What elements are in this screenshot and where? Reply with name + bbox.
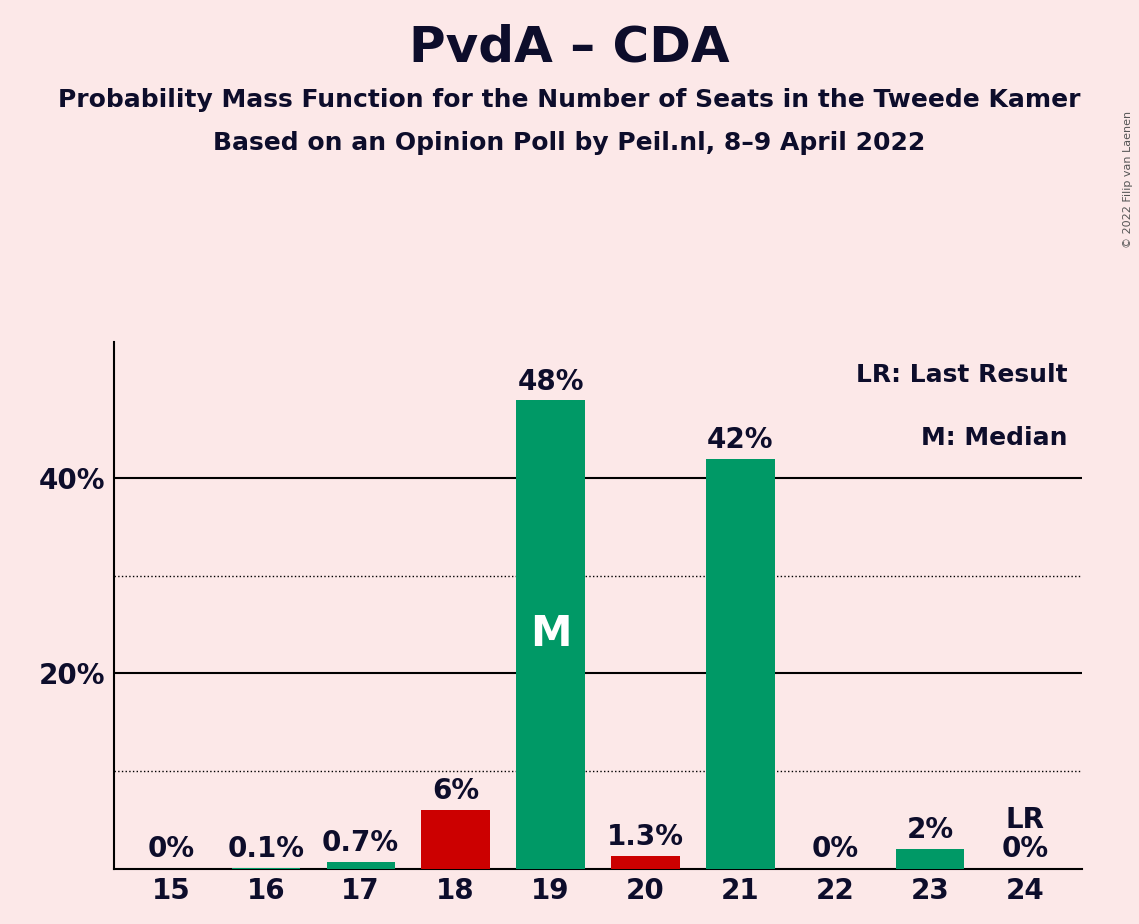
Text: LR: Last Result: LR: Last Result (855, 363, 1067, 387)
Text: PvdA – CDA: PvdA – CDA (409, 23, 730, 71)
Text: 6%: 6% (432, 777, 480, 805)
Text: Probability Mass Function for the Number of Seats in the Tweede Kamer: Probability Mass Function for the Number… (58, 88, 1081, 112)
Text: 0.1%: 0.1% (228, 834, 304, 863)
Text: 0%: 0% (1001, 834, 1049, 863)
Bar (706, 459, 775, 869)
Bar (896, 849, 965, 869)
Text: 0%: 0% (147, 834, 195, 863)
Text: 42%: 42% (707, 426, 773, 454)
Text: 0%: 0% (812, 834, 859, 863)
Bar (421, 810, 490, 869)
Text: LR: LR (1006, 807, 1044, 834)
Text: 0.7%: 0.7% (322, 829, 400, 857)
Text: Based on an Opinion Poll by Peil.nl, 8–9 April 2022: Based on an Opinion Poll by Peil.nl, 8–9… (213, 131, 926, 155)
Bar (231, 868, 300, 869)
Text: 2%: 2% (907, 816, 953, 845)
Text: © 2022 Filip van Laenen: © 2022 Filip van Laenen (1123, 111, 1133, 248)
Text: M: M (530, 614, 572, 655)
Bar (327, 862, 395, 869)
Bar (516, 400, 584, 869)
Text: 48%: 48% (517, 368, 584, 395)
Text: M: Median: M: Median (921, 426, 1067, 450)
Bar (612, 856, 680, 869)
Text: 1.3%: 1.3% (607, 823, 683, 851)
